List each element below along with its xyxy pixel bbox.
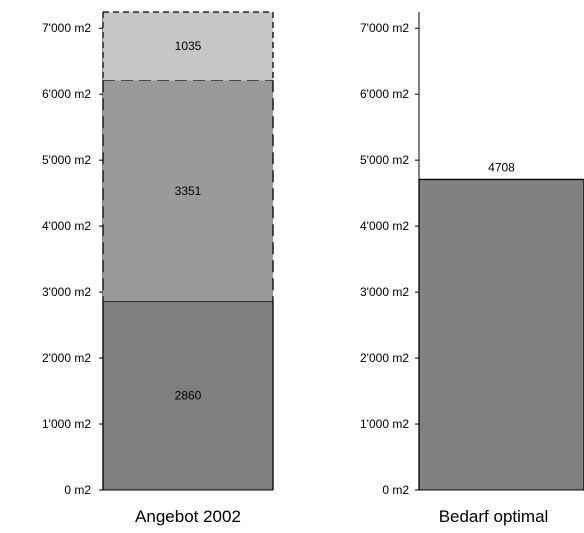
bar-data-label-angebot-3: 1035	[175, 39, 202, 53]
y-tick-label: 0 m2	[64, 483, 91, 497]
y-tick-label: 4'000 m2	[42, 219, 91, 233]
y-tick-label: 4'000 m2	[360, 219, 409, 233]
bar-segment-angebot-1	[103, 301, 273, 490]
y-tick-label: 6'000 m2	[42, 87, 91, 101]
chart-panel-angebot: 0 m2 1'000 m2 2'000 m2 3'000 m2 4'000 m2 5'00…	[42, 11, 274, 526]
bar-data-label-angebot-1: 2860	[175, 389, 202, 403]
x-category-label: Angebot 2002	[135, 507, 241, 526]
y-tick-label: 3'000 m2	[42, 285, 91, 299]
bar-segment-angebot-3	[103, 12, 273, 81]
y-tick-label: 1'000 m2	[360, 417, 409, 431]
y-tick-label: 7'000 m2	[42, 21, 91, 35]
chart-panel-bedarf: 0 m2 1'000 m2 2'000 m2 3'000 m2 4'000 m2 5'00…	[360, 12, 584, 526]
y-tick-label: 2'000 m2	[360, 351, 409, 365]
bar-data-label-bedarf-1: 4708	[488, 160, 515, 174]
bar-segment-bedarf-1	[419, 179, 584, 490]
y-tick-label: 3'000 m2	[360, 285, 409, 299]
y-tick-label: 7'000 m2	[360, 21, 409, 35]
y-tick-label: 6'000 m2	[360, 87, 409, 101]
y-tick-label: 5'000 m2	[42, 153, 91, 167]
bar-data-label-angebot-2: 3351	[175, 184, 202, 198]
x-category-label: Bedarf optimal	[439, 507, 549, 526]
bar-segment-angebot-2	[103, 80, 273, 302]
y-tick-label: 0 m2	[382, 483, 409, 497]
y-tick-label: 2'000 m2	[42, 351, 91, 365]
y-tick-label: 1'000 m2	[42, 417, 91, 431]
y-tick-label: 5'000 m2	[360, 153, 409, 167]
